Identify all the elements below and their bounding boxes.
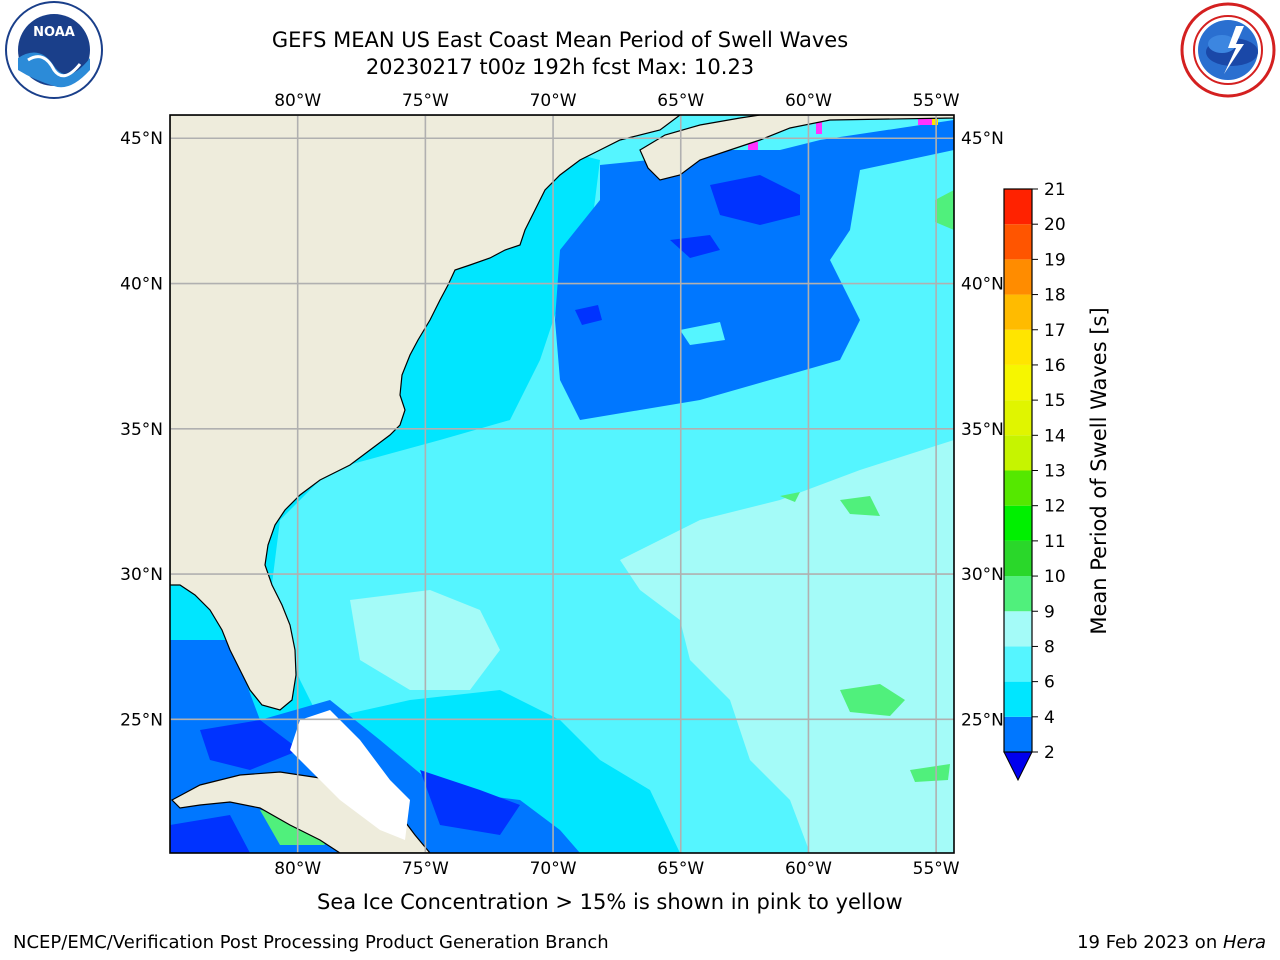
lon-tick-label: 80°W (274, 859, 321, 879)
deep-blue-spot (575, 305, 602, 325)
map-frame (169, 114, 955, 854)
colorbar-tick-label: 20 (1044, 215, 1066, 235)
colorbar-segment (1004, 435, 1032, 471)
green-patch (935, 190, 954, 230)
credit-line: NCEP/EMC/Verification Post Processing Pr… (13, 932, 609, 953)
lon-tick-label: 55°W (913, 91, 960, 111)
colorbar-segment (1004, 470, 1032, 506)
lat-tick-label: 45°N (120, 129, 163, 149)
map-subtitle: 20230217 t00z 192h fcst Max: 10.23 (365, 55, 755, 79)
no-data-bahamas (290, 710, 410, 840)
green-patch (840, 684, 905, 716)
lon-tick-label: 60°W (785, 859, 832, 879)
colorbar-extend-arrow (1003, 751, 1033, 782)
colorbar-tick-label: 13 (1044, 462, 1066, 482)
southeast-pale-region (620, 440, 954, 853)
lon-tick-label: 60°W (785, 91, 832, 111)
sea-ice-pixel (816, 120, 822, 134)
lon-tick-label: 70°W (530, 91, 577, 111)
lon-labels-bottom: 80°W 75°W 70°W 65°W 60°W 55°W (274, 859, 960, 879)
colorbar-segment (1004, 364, 1032, 401)
colorbar-tick-label: 19 (1044, 250, 1066, 270)
green-patch (780, 492, 800, 502)
lat-tick-label: 45°N (961, 129, 1004, 149)
green-patch (910, 764, 950, 782)
colorbar-tick-label: 12 (1044, 497, 1066, 517)
machine-name: Hera (1222, 932, 1266, 953)
colorbar-tick-label: 14 (1044, 426, 1066, 446)
colorbar-tick-label: 15 (1044, 391, 1066, 411)
lon-tick-label: 55°W (913, 859, 960, 879)
colorbar-tick-label: 9 (1044, 602, 1055, 622)
graticule (170, 115, 954, 853)
cuba-land (171, 771, 431, 853)
lat-tick-label: 25°N (120, 710, 163, 730)
lon-tick-label: 70°W (530, 859, 577, 879)
lat-tick-label: 40°N (961, 275, 1004, 295)
colorbar-tick-label: 17 (1044, 321, 1066, 341)
lon-tick-label: 75°W (402, 859, 449, 879)
map-title: GEFS MEAN US East Coast Mean Period of S… (271, 28, 849, 52)
sea-ice-pixel (918, 119, 932, 125)
sea-ice-note: Sea Ice Concentration > 15% is shown in … (317, 890, 903, 914)
colorbar-segment (1004, 505, 1032, 541)
noaa-logo: NOAA (5, 1, 103, 99)
lat-tick-label: 30°N (961, 565, 1004, 585)
colorbar-label: Mean Period of Swell Waves [s] (1087, 307, 1111, 634)
lat-tick-label: 25°N (961, 710, 1004, 730)
nws-logo (1180, 2, 1276, 98)
colorbar-segment (1004, 646, 1032, 682)
lat-labels-right: 45°N 40°N 35°N 30°N 25°N (961, 129, 1004, 730)
lon-tick-label: 80°W (274, 91, 321, 111)
colorbar-tick-label: 18 (1044, 286, 1066, 306)
colorbar-tick-label: 11 (1044, 532, 1066, 552)
caribbean-deep-blue (170, 720, 520, 853)
colorbar-tick-label: 4 (1044, 708, 1055, 728)
sea-ice-pixel (932, 119, 938, 125)
colorbar-segment (1004, 716, 1032, 752)
colorbar-segment (1004, 294, 1032, 330)
date-stamp-text: 19 Feb 2023 on (1077, 932, 1223, 953)
colorbar-segment (1004, 189, 1032, 225)
lon-tick-label: 75°W (402, 91, 449, 111)
colorbar-segment (1004, 681, 1032, 717)
lat-tick-label: 40°N (120, 275, 163, 295)
nova-scotia-land (639, 115, 954, 181)
date-stamp: 19 Feb 2023 on Hera (1077, 932, 1266, 953)
deep-blue-pocket (710, 175, 800, 225)
colorbar-segment (1004, 540, 1032, 577)
lat-tick-label: 35°N (120, 420, 163, 440)
lat-tick-label: 35°N (961, 420, 1004, 440)
colorbar-segment (1004, 400, 1032, 436)
deep-blue-spot (670, 235, 720, 258)
colorbar-tick-label: 6 (1044, 673, 1055, 693)
colorbar-tick-label: 21 (1044, 180, 1066, 200)
colorbar: 2 4 6 8 9 10 11 12 13 14 15 16 17 18 19 20 21 (1003, 180, 1066, 782)
colorbar-segment (1004, 576, 1032, 612)
sea-ice-pixel (748, 142, 758, 150)
offshore-blue-region (555, 120, 954, 420)
lat-labels-left: 45°N 40°N 35°N 30°N 25°N (120, 129, 163, 730)
noaa-logo-text: NOAA (33, 25, 75, 40)
colorbar-segment (1004, 329, 1032, 365)
lon-tick-label: 65°W (657, 91, 704, 111)
colorbar-segment (1004, 259, 1032, 295)
green-patch (840, 496, 880, 516)
colorbar-tick-label: 16 (1044, 356, 1066, 376)
lat-tick-label: 30°N (120, 565, 163, 585)
lon-labels-top: 80°W 75°W 70°W 65°W 60°W 55°W (274, 91, 960, 111)
colorbar-segment (1004, 611, 1032, 647)
lon-tick-label: 65°W (657, 859, 704, 879)
colorbar-tick-label: 8 (1044, 637, 1055, 657)
colorbar-tick-label: 2 (1044, 743, 1055, 763)
colorbar-segment (1004, 224, 1032, 260)
colorbar-tick-label: 10 (1044, 567, 1066, 587)
offshore-pale-inlet (680, 322, 725, 345)
